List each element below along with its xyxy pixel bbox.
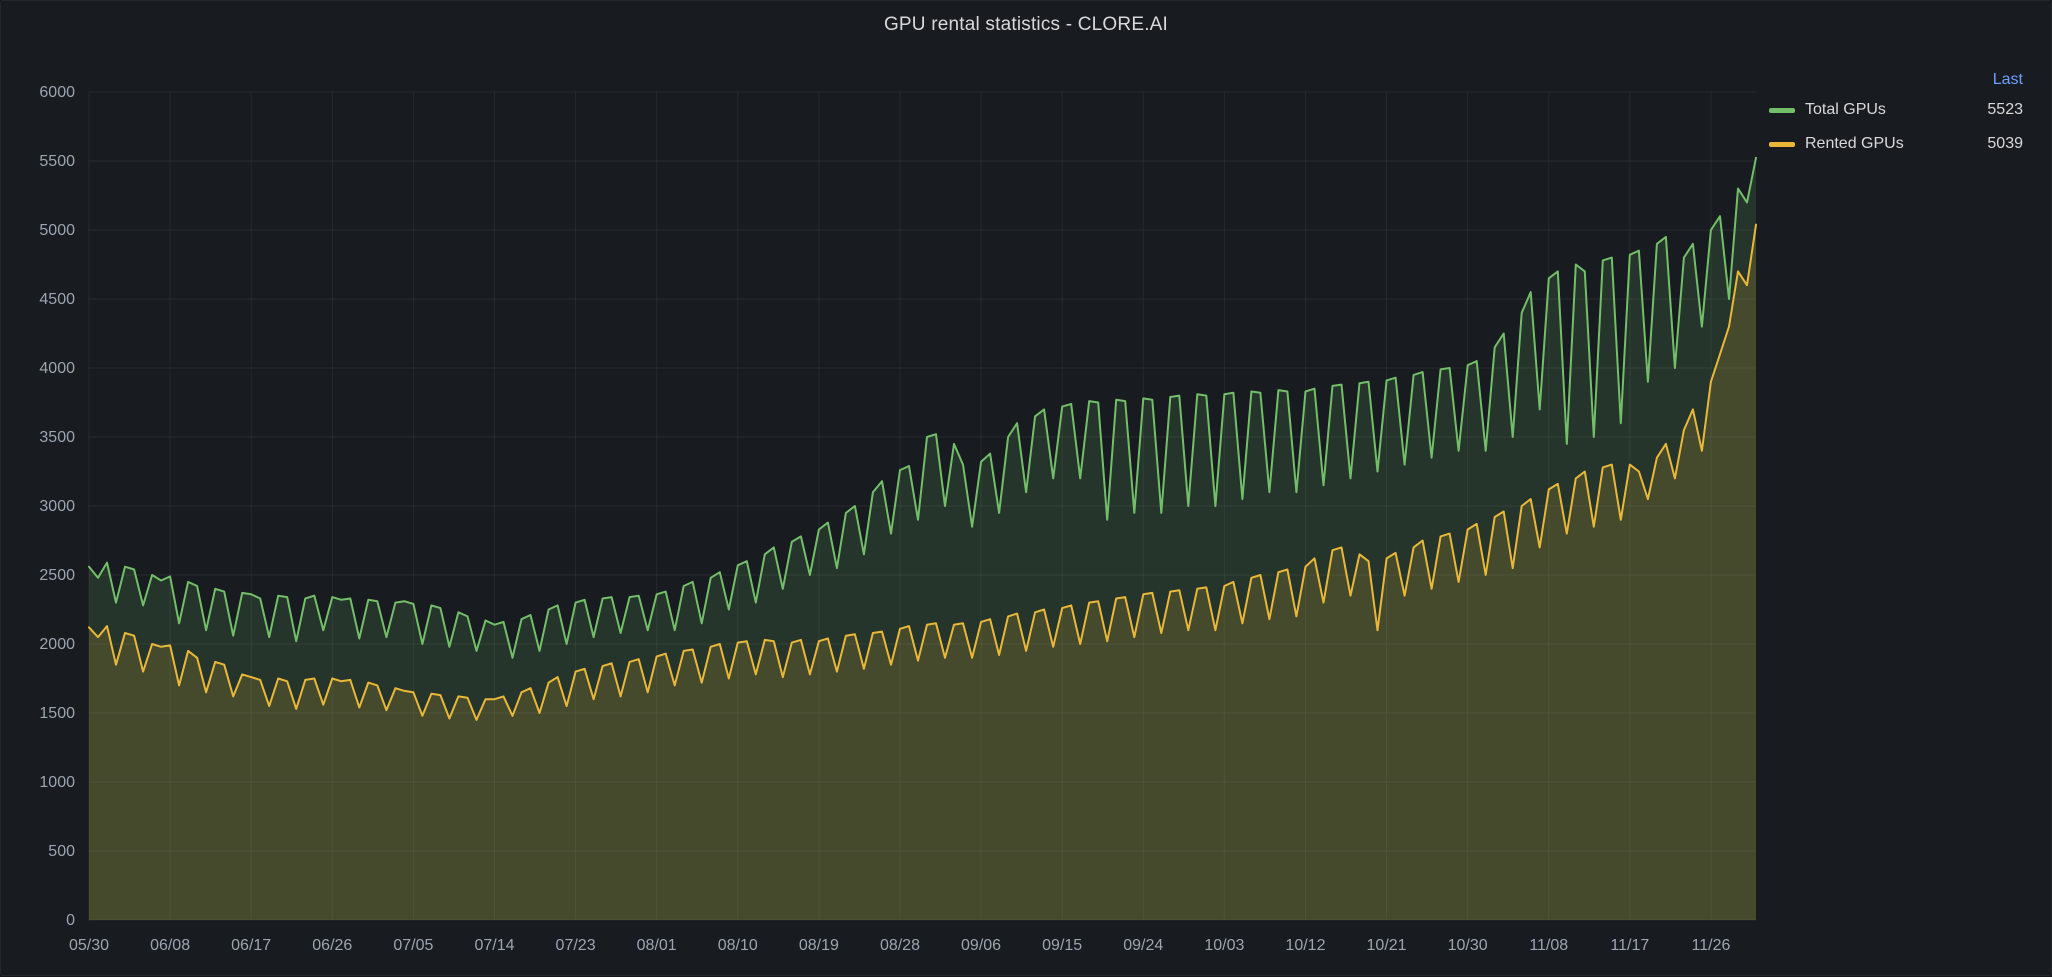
legend-calc-header-last[interactable]: Last [1993,71,2023,89]
y-axis-tick-label: 5000 [39,222,75,239]
x-axis-tick-label: 09/15 [1042,937,1082,954]
series-swatch-rented-gpus [1769,142,1795,147]
y-axis-tick-label: 4500 [39,291,75,308]
y-axis-tick-label: 3500 [39,429,75,446]
y-axis-tick-label: 1000 [39,774,75,791]
x-axis-tick-label: 11/26 [1692,937,1731,954]
x-axis-tick-label: 09/06 [961,937,1001,954]
grafana-panel: GPU rental statistics - CLORE.AI 0500100… [0,0,2052,976]
y-axis-tick-label: 3000 [39,498,75,515]
x-axis-tick-label: 07/23 [556,937,596,954]
x-axis-tick-label: 10/03 [1204,937,1244,954]
x-axis-tick-label: 09/24 [1123,937,1163,954]
legend-value-total-gpus: 5523 [1973,101,2023,119]
legend-item-total-gpus[interactable]: Total GPUs 5523 [1769,93,2023,127]
y-axis-tick-label: 4000 [39,360,75,377]
y-axis-tick-label: 1500 [39,705,75,722]
time-series-chart[interactable]: 0 500 1000 1500 2000 2500 3000 3500 4000 4500 5000… [1,1,2052,977]
x-axis-tick-label: 06/17 [231,937,271,954]
y-axis-tick-label: 2000 [39,636,75,653]
y-axis-tick-label: 500 [48,843,75,860]
x-axis-tick-label: 08/19 [799,937,839,954]
x-axis-tick-label: 11/08 [1529,937,1568,954]
legend: Last Total GPUs 5523 Rented GPUs 5039 [1769,67,2023,161]
series-swatch-total-gpus [1769,108,1795,113]
x-axis-tick-label: 05/30 [69,937,109,954]
y-axis-tick-label: 6000 [39,84,75,101]
x-axis-tick-label: 10/12 [1285,937,1325,954]
legend-header: Last [1769,67,2023,93]
x-axis-tick-label: 06/26 [312,937,352,954]
y-axis-tick-label: 2500 [39,567,75,584]
legend-value-rented-gpus: 5039 [1973,135,2023,153]
x-axis-tick-label: 10/21 [1367,937,1407,954]
x-axis-tick-label: 11/17 [1610,937,1649,954]
y-axis-tick-label: 5500 [39,153,75,170]
x-axis-tick-label: 08/10 [718,937,758,954]
legend-label-total-gpus: Total GPUs [1805,101,1973,119]
x-axis-tick-label: 07/05 [393,937,433,954]
x-axis-tick-label: 07/14 [474,937,514,954]
legend-item-rented-gpus[interactable]: Rented GPUs 5039 [1769,127,2023,161]
x-axis-tick-label: 08/28 [880,937,920,954]
x-axis-tick-label: 08/01 [637,937,677,954]
legend-label-rented-gpus: Rented GPUs [1805,135,1973,153]
x-axis-tick-label: 06/08 [150,937,190,954]
y-axis-tick-label: 0 [66,912,75,929]
x-axis-tick-label: 10/30 [1448,937,1488,954]
